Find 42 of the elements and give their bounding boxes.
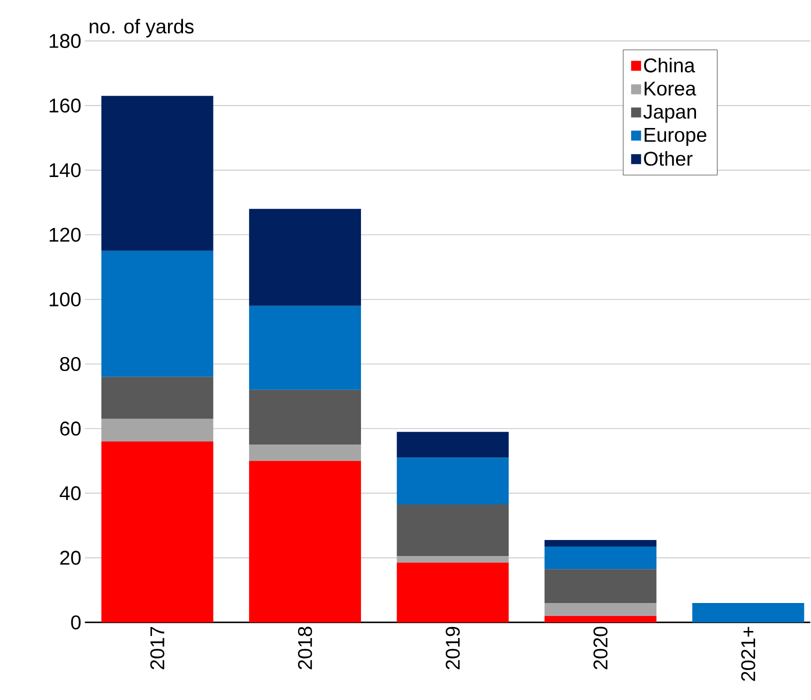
bar <box>101 376 214 419</box>
bar <box>692 602 804 622</box>
bar <box>101 250 214 377</box>
y-tick-label: 0 <box>71 615 81 630</box>
legend-label: Japan <box>643 104 696 123</box>
bar <box>544 546 656 569</box>
bar <box>396 432 509 458</box>
y-tick-label: 140 <box>50 162 81 178</box>
bar <box>249 306 361 390</box>
bar <box>249 390 361 445</box>
y-tick-label: 60 <box>60 421 81 436</box>
y-tick-label: 80 <box>60 356 81 371</box>
y-tick-label: 100 <box>50 292 81 306</box>
bar <box>544 616 656 622</box>
legend-label: Korea <box>644 82 696 96</box>
bar <box>249 444 361 461</box>
bar <box>396 457 509 504</box>
bar <box>396 556 509 562</box>
bar <box>544 602 656 616</box>
x-tick-label: 2017 <box>150 626 164 670</box>
bar <box>544 540 656 546</box>
bar <box>249 208 361 306</box>
bar <box>396 504 509 556</box>
y-tick-label: 160 <box>50 98 81 112</box>
y-axis-title: no. of yards <box>90 18 194 38</box>
bar <box>101 418 214 442</box>
x-tick-label: 2020 <box>593 626 608 670</box>
y-tick-label: 120 <box>50 228 81 242</box>
bar <box>101 96 214 251</box>
legend-label: Europe <box>644 128 706 146</box>
y-tick-label: 40 <box>60 486 81 500</box>
y-tick-label: 20 <box>60 550 81 565</box>
bar <box>101 441 214 622</box>
legend-label: China <box>644 58 696 72</box>
bar <box>249 460 361 622</box>
bar <box>544 568 656 603</box>
x-tick-label: 2018 <box>298 626 312 670</box>
y-tick-label: 180 <box>50 34 81 48</box>
x-tick-label: 2019 <box>446 626 460 670</box>
x-tick-label: 2021+ <box>741 626 756 681</box>
bar <box>396 562 509 622</box>
legend-label: Other <box>644 151 693 166</box>
